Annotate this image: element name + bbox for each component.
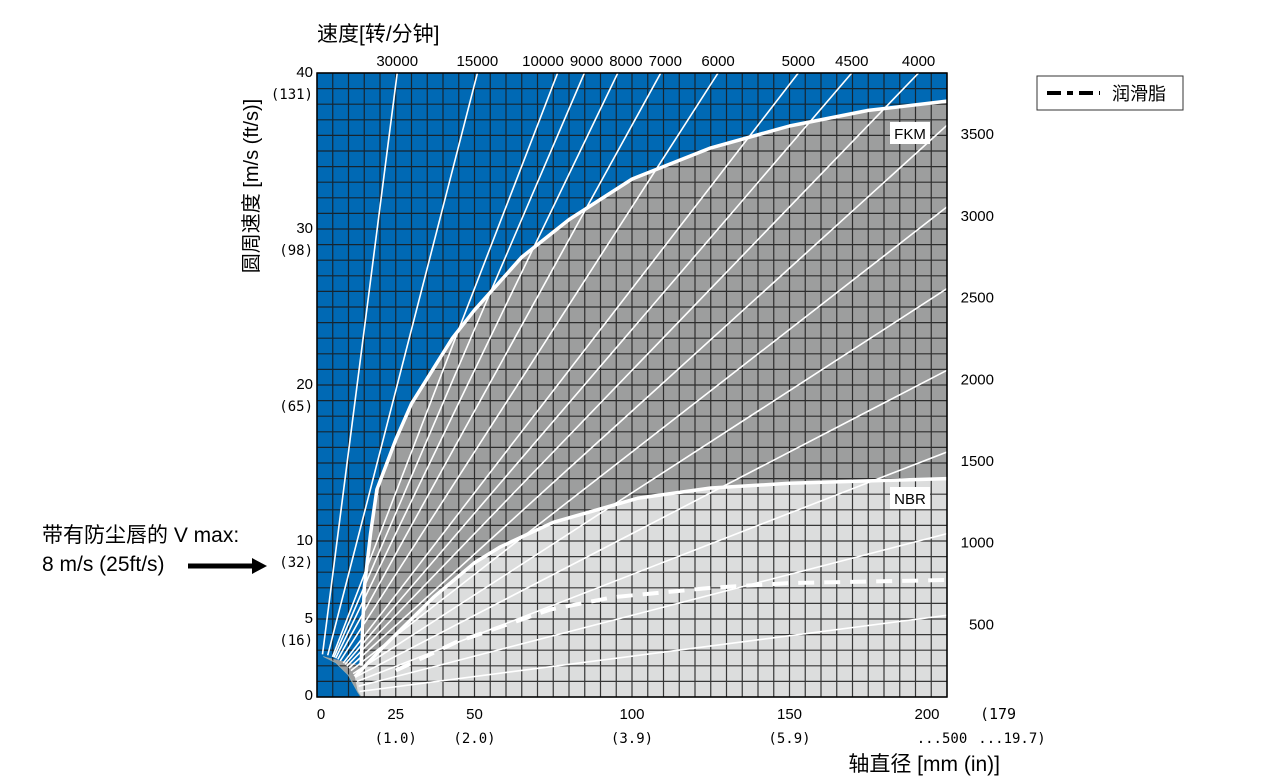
region-label-fkm: FKM	[894, 126, 926, 143]
rpm-top-label: 9000	[570, 53, 603, 70]
x-tick-label: 25	[387, 706, 404, 723]
rpm-line-1000	[358, 532, 947, 687]
y-tick-sublabel: (98)	[279, 243, 313, 259]
region-label-nbr: NBR	[894, 491, 926, 508]
y-tick-label: 0	[305, 687, 313, 704]
y-tick-sublabel: (16)	[279, 633, 313, 649]
rpm-line-4000	[346, 73, 920, 667]
rpm-line-500	[359, 614, 947, 693]
y-tick-label: 40	[296, 64, 313, 81]
x-axis-title: 轴直径 [mm (in)]	[848, 753, 1000, 776]
rpm-right-label: 2500	[961, 290, 994, 307]
rpm-top-label: 7000	[649, 53, 682, 70]
rpm-top-label: 15000	[457, 53, 499, 70]
rpm-line-3000	[350, 206, 947, 672]
x-tick-sublabel: (5.9)	[768, 731, 810, 747]
rpm-right-label: 1500	[961, 453, 994, 470]
rpm-top-label: 10000	[522, 53, 564, 70]
y-tick-sublabel: (131)	[271, 87, 313, 103]
y-tick-label: 30	[296, 220, 313, 237]
x-tick-sublabel: (3.9)	[611, 731, 653, 747]
rpm-line-10000	[331, 73, 559, 658]
x-tick-label: 100	[619, 706, 644, 723]
rpm-right-label: 500	[969, 616, 994, 633]
y-tick-sublabel: (32)	[279, 555, 313, 571]
x-tick-label: 200	[914, 706, 939, 723]
label-box-fkm	[890, 122, 930, 144]
annotation-line2: 8 m/s (25ft/s)	[42, 553, 165, 576]
rpm-top-label: 4500	[835, 53, 868, 70]
rpm-right-label: 3000	[961, 208, 994, 225]
rpm-top-label: 8000	[609, 53, 642, 70]
rpm-line-30000	[321, 73, 399, 655]
rpm-top-label: 30000	[376, 53, 418, 70]
x-tick-label: 150	[777, 706, 802, 723]
rpm-right-label: 3500	[961, 126, 994, 143]
curve-fkm	[359, 99, 948, 666]
y-axis-title: 圆周速度 [m/s (ft/s)]	[240, 99, 263, 273]
rpm-line-3500	[348, 124, 947, 669]
x-tick-sublabel: ...500	[917, 731, 968, 747]
rpm-top-label: 5000	[782, 53, 815, 70]
y-tick-label: 10	[296, 532, 313, 549]
annotation: 带有防尘唇的 V max: 8 m/s (25ft/s)	[42, 524, 267, 576]
legend: 润滑脂	[1036, 75, 1184, 111]
x-tick-label: 50	[466, 706, 483, 723]
arrow-head-icon	[252, 558, 267, 574]
rpm-top-label: 6000	[701, 53, 734, 70]
curve-grease	[394, 578, 948, 673]
legend-box	[1036, 75, 1184, 111]
rpm-right-label: 1000	[961, 535, 994, 552]
grid	[316, 72, 948, 698]
legend-label: 润滑脂	[1112, 84, 1166, 104]
x-extra-label: (179	[980, 705, 1016, 723]
x-tick-label: 0	[317, 706, 325, 723]
rpm-line-4500	[344, 73, 853, 665]
annotation-line1: 带有防尘唇的 V max:	[42, 524, 239, 547]
rpm-line-5000	[342, 73, 799, 664]
rpm-line-2000	[354, 369, 947, 678]
x-tick-sublabel: (2.0)	[453, 731, 495, 747]
y-tick-sublabel: (65)	[279, 399, 313, 415]
label-box-nbr	[890, 487, 930, 509]
plot-area: FKM NBR	[316, 72, 948, 698]
axis-labels: 0 5 (16) 10 (32) 20 (65) 30 (98) 40 (131) 0 25 (1.0) 5…	[271, 53, 1046, 747]
y-tick-label: 20	[296, 376, 313, 393]
rpm-line-9000	[333, 73, 586, 658]
x-tick-sublabel: (1.0)	[375, 731, 417, 747]
chart-title: 速度[转/分钟]	[317, 23, 440, 46]
rpm-line-8000	[334, 73, 619, 659]
rpm-line-15000	[326, 73, 479, 656]
y-tick-label: 5	[305, 610, 313, 627]
rpm-line-2500	[352, 287, 947, 675]
curve-nbr	[353, 476, 948, 678]
rpm-right-label: 2000	[961, 371, 994, 388]
origin-arc	[323, 655, 362, 698]
plot-border	[316, 72, 948, 698]
rpm-top-label: 4000	[902, 53, 935, 70]
rpm-line-7000	[337, 73, 662, 660]
x-extra-sublabel: ...19.7)	[978, 731, 1045, 747]
